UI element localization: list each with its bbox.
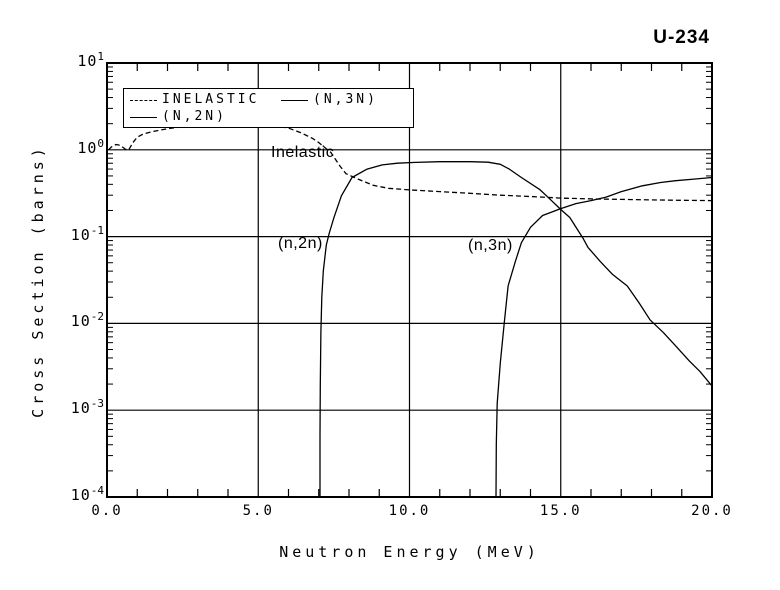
- legend-label: INELASTIC: [162, 92, 260, 107]
- solid-line-sample-icon: [281, 100, 308, 101]
- x-tick-label: 5.0: [242, 503, 274, 519]
- x-tick-label: 15.0: [539, 503, 582, 519]
- series-n2n: [319, 161, 713, 497]
- legend-label: (N,3N): [313, 92, 378, 107]
- solid-line-sample-icon: [130, 117, 157, 118]
- legend-entry-n2n: (N,2N): [130, 109, 360, 125]
- y-tick-label: 10-1: [70, 223, 104, 244]
- legend-entry-inelastic: INELASTIC: [130, 92, 360, 108]
- x-tick-label: 10.0: [388, 503, 431, 519]
- curve-label-n3n: (n,3n): [468, 237, 513, 254]
- legend-entry-n3n: (N,3N): [281, 92, 401, 108]
- y-tick-label: 10-2: [70, 310, 104, 331]
- series-inelastic: [108, 124, 713, 202]
- y-tick-label: 10-3: [70, 397, 104, 418]
- curve-label-inelastic: Inelastic: [271, 144, 335, 161]
- chart-title: U-234: [653, 27, 710, 48]
- plot-border: [106, 62, 713, 498]
- y-tick-label: 10-4: [70, 484, 104, 504]
- y-tick-label: 101: [77, 50, 104, 70]
- legend-label: (N,2N): [162, 109, 227, 124]
- x-tick-label: 20.0: [691, 503, 733, 519]
- legend-box: INELASTIC (N,3N) (N,2N): [123, 88, 414, 128]
- curve-label-n2n: (n,2n): [278, 235, 323, 252]
- x-axis-label: Neutron Energy (MeV): [279, 543, 540, 561]
- y-tick-label: 100: [77, 136, 104, 157]
- series-n3n: [495, 176, 713, 498]
- y-axis-label: Cross Section (barns): [29, 144, 47, 418]
- x-tick-label: 0.0: [91, 503, 123, 519]
- dashed-line-sample-icon: [130, 100, 157, 101]
